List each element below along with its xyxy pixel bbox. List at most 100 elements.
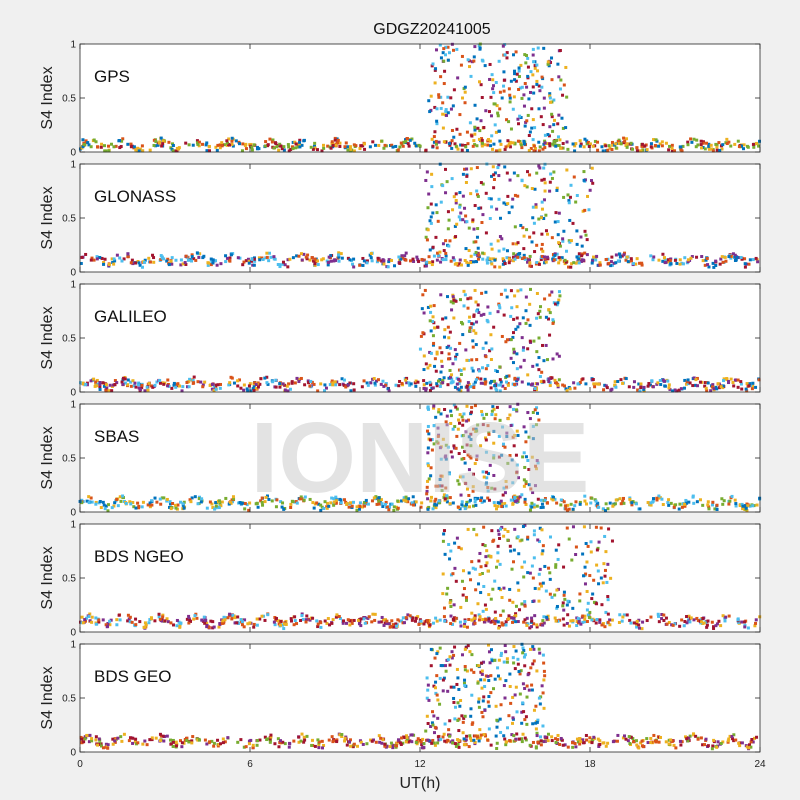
baseline-point xyxy=(152,256,156,260)
baseline-point xyxy=(217,743,221,747)
baseline-point xyxy=(180,389,184,393)
baseline-point xyxy=(140,505,144,509)
baseline-point xyxy=(291,500,295,504)
baseline-point xyxy=(605,386,609,390)
scintillation-point xyxy=(472,738,476,742)
baseline-point xyxy=(81,621,85,625)
y-tick-label: 0.5 xyxy=(62,94,76,105)
baseline-point xyxy=(326,617,330,621)
baseline-point xyxy=(258,738,262,742)
scintillation-point xyxy=(448,368,452,372)
baseline-point xyxy=(261,503,265,507)
scintillation-point xyxy=(507,614,511,618)
baseline-point xyxy=(635,149,639,153)
baseline-point xyxy=(132,384,136,388)
baseline-point xyxy=(404,258,408,262)
baseline-point xyxy=(496,501,500,505)
scintillation-point xyxy=(482,475,486,479)
scintillation-point xyxy=(503,644,507,648)
baseline-point xyxy=(326,144,330,148)
scintillation-point xyxy=(438,446,442,450)
scintillation-point xyxy=(540,232,544,236)
baseline-point xyxy=(256,145,260,149)
baseline-point xyxy=(613,380,617,384)
scintillation-point xyxy=(433,68,437,72)
baseline-point xyxy=(331,142,335,146)
baseline-point xyxy=(90,620,94,624)
scintillation-point xyxy=(532,91,536,95)
scintillation-point xyxy=(529,487,533,491)
baseline-point xyxy=(707,142,711,146)
baseline-point xyxy=(688,734,692,738)
scintillation-point xyxy=(606,562,610,566)
scintillation-point xyxy=(502,442,506,446)
baseline-point xyxy=(146,388,150,392)
baseline-point xyxy=(696,143,700,147)
baseline-point xyxy=(188,498,192,502)
scintillation-point xyxy=(462,289,466,293)
baseline-point xyxy=(329,146,333,150)
baseline-point xyxy=(90,737,94,741)
baseline-point xyxy=(564,387,568,391)
baseline-point xyxy=(435,382,439,386)
baseline-point xyxy=(506,144,510,148)
baseline-point xyxy=(291,140,295,144)
baseline-point xyxy=(686,382,690,386)
baseline-point xyxy=(113,379,117,383)
scintillation-point xyxy=(471,721,475,725)
scintillation-point xyxy=(537,140,541,144)
scintillation-point xyxy=(469,437,473,441)
baseline-point xyxy=(136,501,140,505)
baseline-point xyxy=(472,619,476,623)
baseline-point xyxy=(131,741,135,745)
scintillation-point xyxy=(543,181,547,185)
scintillation-point xyxy=(482,416,486,420)
scintillation-point xyxy=(462,587,466,591)
baseline-point xyxy=(276,737,280,741)
baseline-point xyxy=(140,383,144,387)
baseline-point xyxy=(255,623,259,627)
baseline-point xyxy=(522,253,526,257)
baseline-point xyxy=(611,143,615,147)
baseline-point xyxy=(377,499,381,503)
baseline-point xyxy=(205,141,209,145)
scintillation-point xyxy=(532,339,536,343)
baseline-point xyxy=(311,147,315,151)
scintillation-point xyxy=(480,221,484,225)
data-point xyxy=(506,538,510,542)
scintillation-point xyxy=(431,211,435,215)
baseline-point xyxy=(699,143,703,147)
scintillation-point xyxy=(558,138,562,142)
baseline-point xyxy=(290,381,294,385)
baseline-point xyxy=(473,252,477,256)
baseline-point xyxy=(672,743,676,747)
scintillation-point xyxy=(467,468,471,472)
baseline-point xyxy=(380,741,384,745)
baseline-point xyxy=(736,618,740,622)
baseline-point xyxy=(94,140,98,144)
baseline-point xyxy=(550,142,554,146)
data-point xyxy=(497,304,501,308)
scintillation-point xyxy=(513,69,517,73)
scintillation-point xyxy=(548,180,552,184)
baseline-point xyxy=(326,260,330,264)
baseline-point xyxy=(398,145,402,149)
baseline-point xyxy=(317,502,321,506)
baseline-point xyxy=(383,143,387,147)
scintillation-point xyxy=(531,662,535,666)
baseline-point xyxy=(493,265,497,269)
baseline-point xyxy=(177,384,181,388)
baseline-point xyxy=(288,257,292,261)
scintillation-point xyxy=(518,672,522,676)
data-point xyxy=(458,341,462,345)
baseline-point xyxy=(552,143,556,147)
baseline-point xyxy=(143,739,147,743)
baseline-point xyxy=(171,623,175,627)
baseline-point xyxy=(706,619,710,623)
baseline-point xyxy=(95,257,99,261)
scintillation-point xyxy=(547,377,551,381)
baseline-point xyxy=(143,389,147,393)
baseline-point xyxy=(295,501,299,505)
baseline-point xyxy=(171,502,175,506)
scintillation-point xyxy=(523,500,527,504)
